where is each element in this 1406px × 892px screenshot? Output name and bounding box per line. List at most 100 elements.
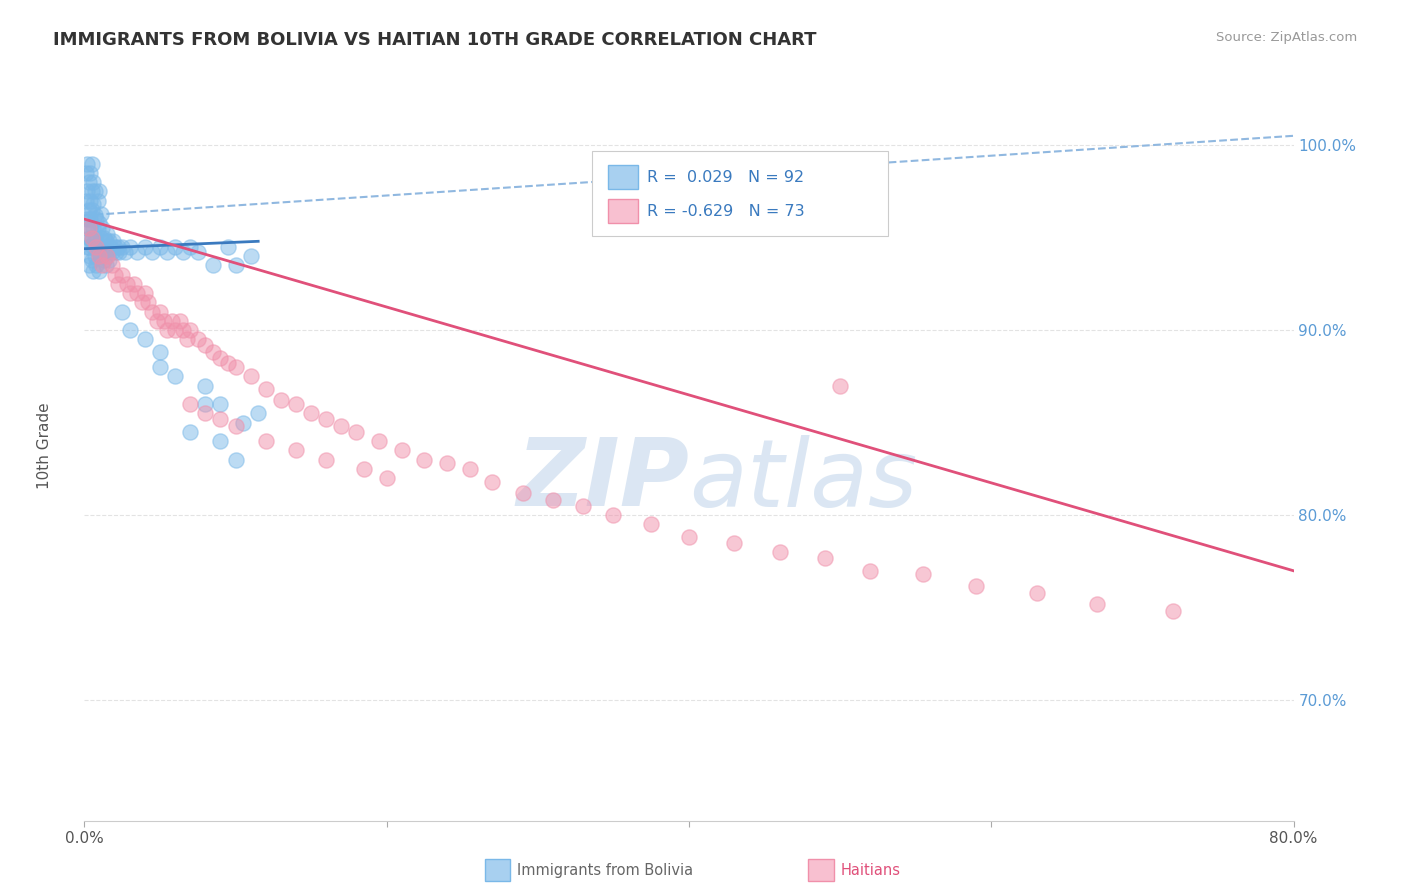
Point	[859, 564, 882, 578]
Point	[541, 493, 564, 508]
Point	[965, 578, 987, 592]
Point	[89, 216, 111, 230]
FancyBboxPatch shape	[592, 151, 889, 235]
Point	[225, 419, 247, 434]
Point	[912, 567, 935, 582]
Text: atlas: atlas	[689, 434, 917, 525]
Point	[118, 323, 141, 337]
Point	[100, 245, 122, 260]
Point	[136, 295, 159, 310]
Point	[814, 550, 837, 565]
Point	[93, 230, 115, 244]
Point	[209, 434, 232, 449]
Point	[107, 240, 129, 254]
Point	[111, 240, 134, 254]
Text: ZIP: ZIP	[516, 434, 689, 526]
Point	[194, 338, 217, 352]
Point	[111, 304, 134, 318]
Point	[89, 264, 111, 278]
Point	[209, 351, 232, 365]
Point	[104, 240, 127, 254]
Point	[91, 221, 114, 235]
Point	[375, 471, 398, 485]
Text: Immigrants from Bolivia: Immigrants from Bolivia	[517, 863, 693, 878]
Point	[75, 166, 97, 180]
Point	[149, 345, 172, 359]
Point	[315, 412, 337, 426]
Text: Haitians: Haitians	[841, 863, 901, 878]
Point	[87, 245, 110, 260]
Point	[115, 277, 138, 291]
Point	[82, 264, 104, 278]
Point	[179, 397, 201, 411]
Point	[105, 245, 128, 260]
Point	[172, 245, 194, 260]
Point	[830, 378, 852, 392]
Point	[146, 314, 169, 328]
Point	[572, 499, 595, 513]
Point	[77, 221, 100, 235]
Point	[77, 240, 100, 254]
Point	[77, 258, 100, 272]
Point	[127, 245, 149, 260]
Point	[94, 235, 117, 249]
Point	[75, 221, 97, 235]
Point	[149, 304, 172, 318]
Point	[131, 295, 153, 310]
Text: 10th Grade: 10th Grade	[38, 402, 52, 490]
Point	[79, 194, 101, 208]
Point	[194, 397, 217, 411]
Point	[225, 360, 247, 375]
Point	[77, 202, 100, 217]
Point	[217, 356, 239, 370]
Point	[104, 268, 127, 282]
Point	[512, 486, 534, 500]
Point	[225, 258, 247, 272]
Point	[201, 258, 224, 272]
Point	[769, 545, 792, 559]
Point	[153, 314, 176, 328]
Point	[89, 185, 111, 199]
Point	[96, 245, 118, 260]
Text: Source: ZipAtlas.com: Source: ZipAtlas.com	[1216, 31, 1357, 45]
Point	[1085, 597, 1108, 611]
Point	[330, 419, 353, 434]
Point	[156, 323, 179, 337]
Point	[80, 235, 103, 249]
Point	[79, 249, 101, 263]
Point	[172, 323, 194, 337]
Point	[80, 252, 103, 267]
Point	[87, 194, 110, 208]
Point	[86, 235, 108, 249]
Point	[353, 462, 375, 476]
Point	[84, 208, 107, 222]
Point	[201, 345, 224, 359]
Point	[86, 258, 108, 272]
Point	[79, 212, 101, 227]
Point	[98, 240, 121, 254]
Point	[1161, 605, 1184, 619]
Point	[79, 221, 101, 235]
Point	[87, 221, 110, 235]
Point	[91, 258, 114, 272]
Point	[247, 407, 270, 421]
Point	[127, 286, 149, 301]
Point	[299, 407, 322, 421]
Point	[80, 185, 103, 199]
Point	[89, 240, 111, 254]
Point	[165, 240, 187, 254]
Point	[481, 475, 503, 489]
Point	[86, 240, 108, 254]
Point	[209, 412, 232, 426]
Point	[111, 268, 134, 282]
Point	[82, 221, 104, 235]
Point	[346, 425, 368, 439]
Point	[368, 434, 391, 449]
FancyBboxPatch shape	[607, 165, 638, 189]
Text: IMMIGRANTS FROM BOLIVIA VS HAITIAN 10TH GRADE CORRELATION CHART: IMMIGRANTS FROM BOLIVIA VS HAITIAN 10TH …	[53, 31, 817, 49]
Point	[194, 378, 217, 392]
Point	[122, 277, 145, 291]
Point	[82, 175, 104, 189]
Point	[90, 249, 112, 263]
Point	[149, 360, 172, 375]
